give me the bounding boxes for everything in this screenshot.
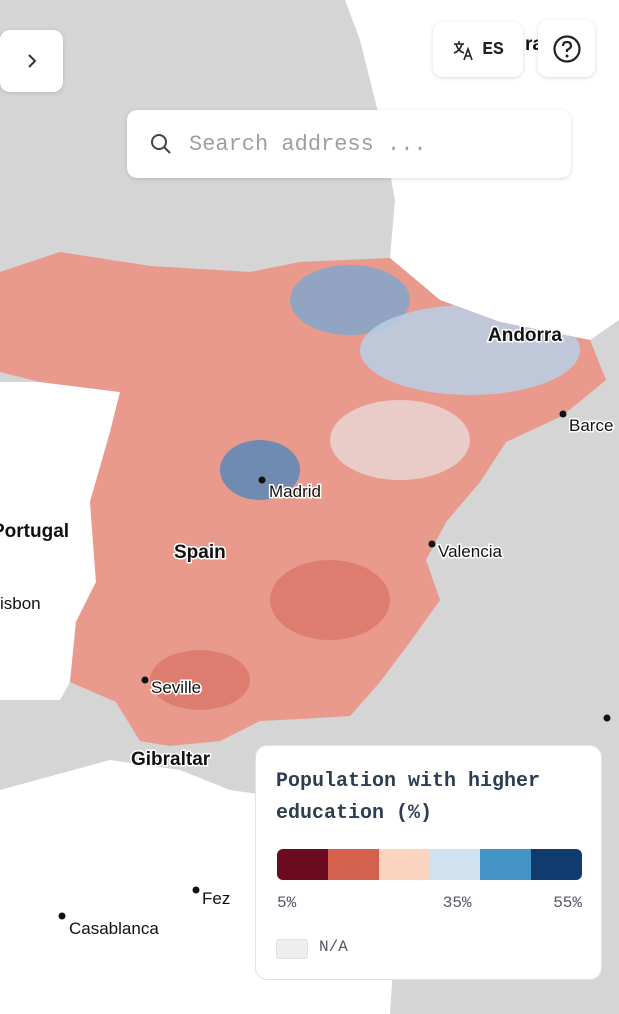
- place-label: Andorra: [488, 325, 562, 346]
- help-icon: [552, 34, 581, 63]
- help-button[interactable]: [538, 20, 595, 77]
- legend: Population with higher education (%) 5% 3…: [255, 745, 602, 980]
- color-swatch: [327, 849, 379, 880]
- color-swatch: [531, 849, 582, 880]
- color-swatch: [429, 849, 481, 880]
- search-box[interactable]: Search address ...: [127, 110, 571, 178]
- language-code: ES: [482, 39, 504, 60]
- place-label: Valencia: [438, 542, 502, 561]
- tick-label: 5%: [277, 894, 297, 912]
- place-label: Seville: [151, 678, 201, 697]
- place-label: Fez: [202, 889, 230, 908]
- place-label: Madrid: [269, 482, 321, 501]
- color-swatch: [378, 849, 430, 880]
- na-swatch: [276, 939, 308, 959]
- place-label: Spain: [174, 542, 226, 563]
- search-placeholder: Search address ...: [189, 131, 427, 157]
- place-label: Casablanca: [69, 919, 159, 938]
- search-icon: [151, 134, 171, 154]
- place-label: Gibraltar: [131, 749, 211, 770]
- chevron-icon: [27, 54, 36, 68]
- color-scale: [277, 849, 582, 880]
- color-swatch: [480, 849, 532, 880]
- place-label: Portugal: [0, 521, 69, 542]
- place-label: isbon: [0, 594, 41, 613]
- sidebar-toggle[interactable]: [0, 30, 63, 92]
- scale-ticks: 5% 35% 55%: [277, 894, 582, 914]
- na-label: N/A: [319, 938, 348, 956]
- city-dots: [58, 410, 611, 920]
- color-swatch: [277, 849, 328, 880]
- tick-label: 55%: [553, 894, 582, 912]
- legend-title: Population with higher education (%): [276, 770, 541, 825]
- tick-label: 35%: [442, 894, 472, 912]
- place-label: Barce: [569, 416, 613, 435]
- language-button[interactable]: ES: [433, 22, 523, 77]
- translate-icon: [453, 40, 473, 60]
- portugal: [0, 382, 120, 700]
